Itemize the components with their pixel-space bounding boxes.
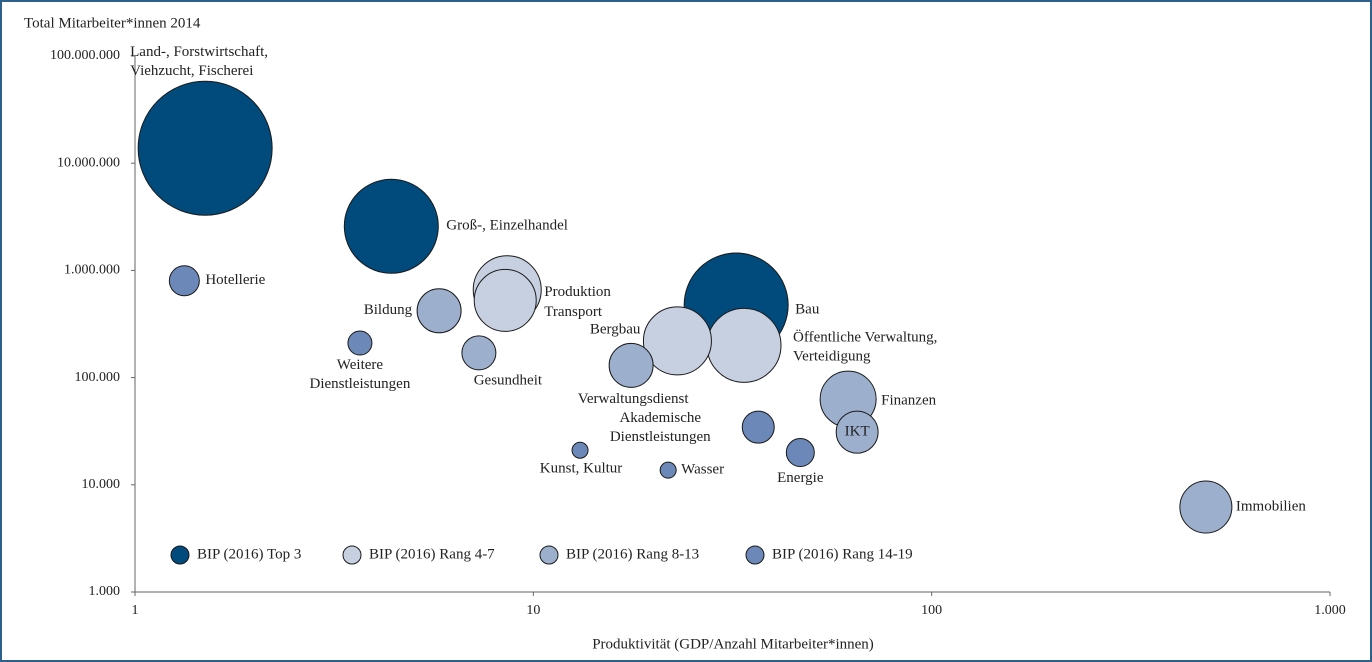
y-tick-label: 100.000.000 [50,48,120,63]
y-tick-label: 10.000 [82,477,121,492]
bubble [343,178,439,274]
bubble-label: Akademische [619,410,701,426]
bubble-label: Bildung [364,302,413,318]
y-axis-title: Total Mitarbeiter*innen 2014 [24,15,201,31]
x-tick-label: 10 [526,603,540,618]
bubble-label: Land-, Forstwirtschaft, [130,44,268,60]
bubble-label: Bau [795,301,820,317]
bubble-label: Gesundheit [474,372,543,388]
bubble-label: Dienstleistungen [610,429,711,445]
bubble [642,306,712,376]
bubble [571,441,589,459]
legend-label: BIP (2016) Rang 4-7 [369,546,495,562]
bubble-label: Immobilien [1236,498,1306,514]
bubble-label: Produktion [544,284,611,300]
bubble-label: Öffentliche Verwaltung, [793,328,937,345]
bubble-label: Kunst, Kultur [540,461,623,477]
bubble-label: IKT [845,424,870,440]
bubble [137,80,273,216]
legend-label: BIP (2016) Top 3 [197,546,301,562]
bubble-label: Finanzen [881,393,936,409]
bubble [1179,480,1233,534]
x-axis-title: Produktivität (GDP/Anzahl Mitarbeiter*in… [592,636,874,652]
legend-marker [745,545,765,565]
bubble-label: Transport [544,304,603,320]
legend-marker [342,545,362,565]
y-tick-label: 1.000.000 [64,263,120,278]
y-tick-label: 1.000 [89,584,121,599]
bubble-label: Verwaltungsdienst [578,391,690,407]
y-tick-label: 10.000.000 [57,155,120,170]
legend-label: BIP (2016) Rang 14-19 [772,546,913,562]
bubble [785,438,815,468]
legend-marker [539,545,559,565]
bubble [659,461,677,479]
legend-marker [170,545,190,565]
x-tick-label: 1 [132,603,139,618]
x-tick-label: 1.000 [1314,603,1346,618]
bubble-label: Bergbau [590,321,641,337]
bubble-label: Wasser [681,462,724,478]
bubble [347,330,373,356]
bubble [473,268,537,332]
legend-label: BIP (2016) Rang 8-13 [566,546,699,562]
bubble [706,307,782,383]
y-tick-label: 100.000 [75,370,121,385]
bubble-label: Groß-, Einzelhandel [446,218,568,234]
bubble [835,410,879,454]
bubble-label: Dienstleistungen [310,376,411,392]
bubble-label: Verteidigung [793,348,871,364]
bubble [741,410,775,444]
bubble-label: Weitere [337,357,384,373]
bubble [608,342,654,388]
bubble-label: Hotellerie [205,272,265,288]
bubble [416,288,462,334]
bubble [461,335,497,371]
bubble-label: Viehzucht, Fischerei [130,63,253,79]
bubble [168,265,200,297]
x-tick-label: 100 [921,603,942,618]
bubble-label: Energie [777,470,824,486]
